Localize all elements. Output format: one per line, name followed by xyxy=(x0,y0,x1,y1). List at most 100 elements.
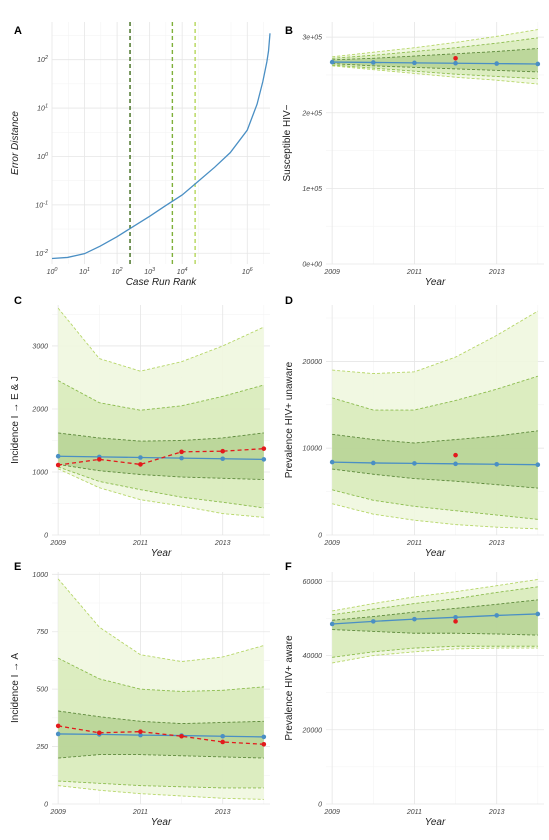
observed-point xyxy=(179,733,184,739)
band-upper-line xyxy=(57,657,264,692)
y-tick-label: 3000 xyxy=(32,343,48,350)
model-line xyxy=(332,61,538,65)
model-point xyxy=(535,462,541,467)
y-axis-title: Prevalence HIV+ aware xyxy=(284,635,295,741)
model-point xyxy=(535,61,541,67)
y-tick-label: 20000 xyxy=(302,359,323,366)
y-tick-label: 10-2 xyxy=(35,249,48,258)
uncertainty-band xyxy=(332,599,538,636)
x-tick-label: 106 xyxy=(242,267,254,276)
y-tick-label: 100 xyxy=(37,152,49,161)
x-tick-label: 2009 xyxy=(49,809,66,816)
y-axis-title: Error Distance xyxy=(10,111,21,175)
x-tick-label: 2011 xyxy=(406,269,422,276)
band-upper-line xyxy=(332,599,538,621)
band-upper-line xyxy=(58,710,264,725)
x-tick-label: 2011 xyxy=(132,809,148,816)
x-tick-label: 2009 xyxy=(323,809,340,816)
x-tick-label: 100 xyxy=(47,267,59,276)
panel-b: B 2009 2011 2013 0e+00 1e+05 2e+05 3e+05 Year Sus… xyxy=(282,22,544,288)
panel-letter: D xyxy=(285,295,293,307)
observed-point xyxy=(138,729,143,734)
x-tick-label: 2011 xyxy=(406,809,422,816)
model-line xyxy=(332,461,538,466)
panel-letter: F xyxy=(285,561,292,573)
y-tick-label: 1e+05 xyxy=(302,186,322,193)
y-axis-title: Incidence I → A xyxy=(10,653,21,723)
model-point xyxy=(412,461,417,466)
model-point xyxy=(138,455,143,460)
band-lower-line xyxy=(332,65,538,85)
band-lower-line xyxy=(332,503,538,530)
band-lower-line xyxy=(58,754,264,759)
panel-c: C 2009 2011 2013 0 1000 2000 3000 Year Incidence … xyxy=(10,295,270,559)
panel-e: E 2009 2011 2013 0 250 500 750 1000 Year Incidence… xyxy=(10,561,270,828)
observed-point xyxy=(220,448,225,454)
x-tick-label: 2009 xyxy=(323,540,340,547)
model-point xyxy=(494,461,499,467)
model-point xyxy=(453,614,458,620)
y-tick-label: 3e+05 xyxy=(302,35,322,42)
observed-point xyxy=(179,449,184,455)
y-tick-label: 2e+05 xyxy=(301,110,322,117)
model-point xyxy=(371,460,376,466)
x-tick-label: 2013 xyxy=(488,809,505,816)
x-tick-label: 2013 xyxy=(488,540,505,547)
y-tick-label: 1000 xyxy=(32,469,48,476)
observed-point xyxy=(261,741,267,747)
x-tick-label: 103 xyxy=(144,267,156,276)
model-point xyxy=(412,616,417,622)
band-lower-line xyxy=(58,785,264,800)
y-tick-label: 2000 xyxy=(31,406,48,413)
model-line xyxy=(58,733,264,738)
band-upper-line xyxy=(332,29,538,58)
observed-point xyxy=(261,446,267,451)
band-lower-line xyxy=(332,63,538,73)
x-axis-title: Year xyxy=(425,817,446,828)
model-point xyxy=(371,619,376,624)
y-tick-label: 0 xyxy=(318,802,322,809)
band-upper-line xyxy=(332,48,538,61)
model-line xyxy=(332,613,538,625)
band-lower-line xyxy=(332,489,538,520)
panel-d: D 2009 2011 2013 0 10000 20000 Year Prevalence H… xyxy=(284,295,544,559)
uncertainty-band xyxy=(58,432,264,480)
y-tick-label: 0 xyxy=(44,802,48,809)
x-axis-title: Year xyxy=(425,277,446,288)
model-point xyxy=(261,734,267,740)
y-tick-label: 10-1 xyxy=(35,200,48,209)
band-lower-line xyxy=(332,468,538,489)
observed-point xyxy=(55,723,61,729)
band-upper-line xyxy=(57,307,265,372)
observed-point xyxy=(97,730,102,736)
panel-letter: B xyxy=(285,25,293,37)
x-axis-title: Year xyxy=(425,548,446,559)
uncertainty-band xyxy=(58,710,264,759)
y-tick-label: 102 xyxy=(37,55,48,64)
model-point xyxy=(329,621,335,627)
observed-point xyxy=(97,457,102,462)
observed-point xyxy=(453,452,458,458)
y-tick-label: 20000 xyxy=(302,727,323,734)
model-point xyxy=(329,59,335,65)
x-tick-label: 102 xyxy=(112,267,123,276)
band-lower-line xyxy=(57,468,264,518)
model-point xyxy=(261,457,267,462)
band-lower-line xyxy=(332,647,538,664)
y-tick-label: 0 xyxy=(318,533,322,540)
x-axis-title: Year xyxy=(151,548,172,559)
y-tick-label: 0e+00 xyxy=(302,262,322,269)
observed-point xyxy=(138,462,143,467)
x-tick-label: 2013 xyxy=(214,540,231,547)
model-point xyxy=(55,453,61,459)
y-tick-label: 10000 xyxy=(303,446,323,453)
x-axis-title: Year xyxy=(151,817,172,828)
x-tick-label: 2013 xyxy=(214,809,231,816)
model-point xyxy=(494,613,499,618)
model-point xyxy=(329,459,335,465)
x-tick-label: 2009 xyxy=(49,540,66,547)
y-tick-label: 0 xyxy=(44,533,48,540)
x-tick-label: 2011 xyxy=(406,540,422,547)
y-tick-label: 250 xyxy=(35,744,48,751)
model-point xyxy=(179,455,184,461)
